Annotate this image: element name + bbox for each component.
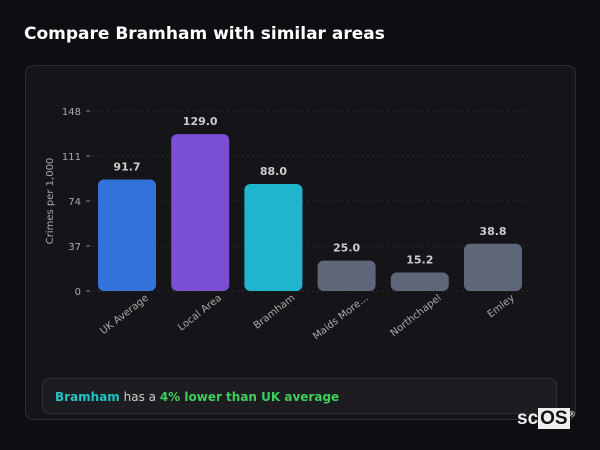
bar[interactable]: [171, 134, 230, 291]
bar[interactable]: [98, 179, 156, 291]
summary-area: Bramham: [55, 390, 120, 404]
page-title: Compare Bramham with similar areas: [24, 24, 385, 44]
x-tick-label: UK Average: [98, 293, 151, 337]
logo: sc OS ®: [517, 408, 575, 429]
x-tick-label: Emley: [486, 293, 517, 321]
y-tick-label: 148: [62, 107, 81, 118]
y-tick-label: 37: [68, 242, 81, 253]
x-tick-label: Maids More...: [311, 293, 370, 343]
y-tick-label: 111: [62, 152, 81, 163]
bar[interactable]: [390, 272, 449, 291]
data-label: 88.0: [260, 165, 287, 178]
y-tick-label: 0: [75, 287, 81, 298]
summary-box: Bramham has a 4% lower than UK average: [42, 378, 557, 414]
x-tick-label: Bramham: [252, 293, 297, 332]
data-label: 129.0: [183, 115, 218, 128]
data-label: 38.8: [479, 225, 506, 238]
data-label: 15.2: [406, 254, 433, 267]
bar[interactable]: [317, 260, 376, 291]
y-axis-label: Crimes per 1,000: [45, 158, 56, 245]
bar[interactable]: [244, 183, 303, 291]
data-label: 25.0: [333, 242, 360, 255]
y-tick-label: 74: [68, 197, 81, 208]
x-tick-label: Local Area: [176, 293, 224, 334]
x-tick-label: Northchapel: [389, 293, 444, 339]
bar[interactable]: [464, 243, 522, 291]
data-label: 91.7: [113, 160, 140, 173]
summary-highlight: 4% lower than UK average: [159, 390, 340, 404]
summary-text: has a: [119, 390, 160, 404]
